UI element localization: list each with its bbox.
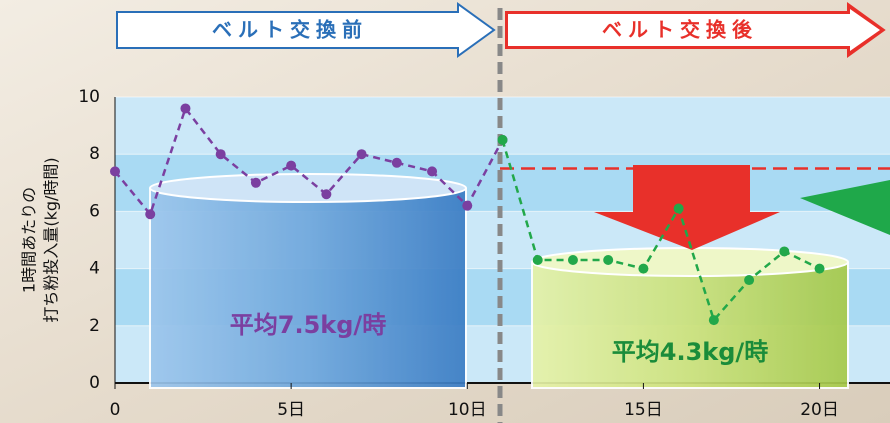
data-point — [744, 275, 755, 286]
y-tick-label: 8 — [89, 144, 100, 164]
data-point — [567, 255, 578, 266]
after-cylinder — [531, 247, 849, 389]
series-line — [501, 139, 821, 323]
y-tick-label: 10 — [78, 87, 100, 107]
before-cylinder — [149, 173, 467, 389]
data-point — [391, 157, 402, 168]
data-point — [814, 263, 825, 274]
data-point — [356, 149, 367, 160]
decrease-arrow — [594, 165, 780, 250]
y-axis-label: 1時間あたりの — [20, 187, 39, 293]
data-point — [250, 177, 261, 188]
y-tick-label: 4 — [89, 259, 100, 279]
data-point — [673, 203, 684, 214]
data-point — [779, 246, 790, 257]
average-before: 平均7.5kg/時 — [230, 311, 386, 339]
data-point — [532, 255, 543, 266]
data-point — [321, 189, 332, 200]
x-tick-label: 10日 — [448, 400, 487, 420]
data-point — [497, 134, 508, 145]
data-point — [708, 315, 719, 326]
data-point — [215, 149, 226, 160]
data-point — [145, 209, 156, 220]
header-before: ベルト交換前 — [212, 18, 368, 42]
y-tick-label: 6 — [89, 201, 100, 221]
x-tick-label: 15日 — [624, 400, 663, 420]
x-tick-label: 5日 — [277, 400, 305, 420]
average-after: 平均4.3kg/時 — [612, 338, 768, 366]
y-tick-label: 0 — [89, 373, 100, 393]
data-point — [180, 103, 191, 114]
before-arrow — [116, 2, 496, 58]
header-after: ベルト交換後 — [602, 18, 758, 42]
x-tick-label: 0 — [110, 400, 121, 420]
data-point — [286, 160, 297, 171]
pointer-arrow — [800, 180, 890, 235]
data-point — [427, 166, 438, 177]
data-point — [638, 263, 649, 274]
after-arrow-inner — [508, 9, 880, 51]
y-tick-label: 2 — [89, 316, 100, 336]
data-point — [462, 200, 473, 211]
x-tick-label: 20日 — [800, 400, 839, 420]
y-axis-label: 打ち粉投入量(kg/時間) — [42, 157, 61, 322]
series-line — [114, 105, 504, 217]
data-point — [603, 255, 614, 266]
data-point — [110, 166, 120, 177]
